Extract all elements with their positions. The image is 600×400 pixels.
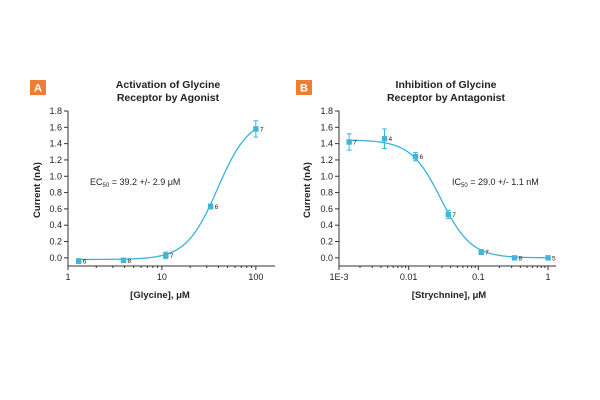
chart-a-title-line-2: Receptor by Agonist — [117, 92, 220, 104]
chart-a-data-point — [253, 126, 259, 132]
chart-b-y-tick-label: 0.6 — [320, 204, 333, 214]
chart-a-x-tick-label: 100 — [248, 272, 263, 282]
chart-b-n-label: 6 — [419, 154, 423, 161]
panel-b: B Inhibition of Glycine Receptor by Anta… — [296, 79, 556, 301]
chart-a-y-axis-title: Current (nA) — [32, 162, 43, 218]
chart-b-title-line-1: Inhibition of Glycine — [396, 79, 497, 91]
chart-b-x-tick-label: 0.1 — [472, 272, 485, 282]
chart-b-data-point — [478, 249, 484, 255]
chart-a-x-axis-title: [Glycine], μM — [130, 290, 190, 301]
chart-b-n-label: 7 — [452, 212, 456, 219]
panel-a-label: A — [34, 83, 42, 95]
chart-a-data-point — [76, 258, 82, 264]
chart-b-data-point — [381, 136, 388, 142]
chart-b-y-axis-title: Current (nA) — [302, 162, 313, 218]
chart-b-x-tick-label: 1 — [546, 272, 551, 282]
chart-a-y-tick-label: 0.4 — [49, 220, 62, 230]
chart-a-y-tick-label: 1.4 — [49, 139, 62, 149]
chart-a-n-label: 6 — [83, 259, 87, 266]
chart-a-data-point — [120, 257, 127, 263]
chart-a-y-tick-label: 0.8 — [49, 188, 62, 198]
chart-b-y-tick-label: 1.0 — [320, 171, 333, 181]
panel-b-label: B — [300, 83, 308, 95]
chart-a-n-label: 6 — [215, 204, 219, 211]
chart-a-data-point — [163, 252, 169, 259]
chart-b-title-line-2: Receptor by Antagonist — [387, 92, 506, 104]
chart-a-ec50-annotation: EC50 = 39.2 +/- 2.9 μM — [90, 177, 180, 189]
chart-b-x-axis-title: [Strychnine], μM — [412, 290, 487, 301]
chart-b-n-label: 7 — [485, 250, 489, 257]
chart-b-y-tick-label: 0.0 — [320, 253, 333, 263]
chart-b-data-point — [346, 139, 352, 145]
chart-a-y-tick-label: 0.6 — [49, 204, 62, 214]
chart-a-y-tick-label: 0.2 — [49, 237, 62, 247]
chart-a-data-point — [207, 203, 214, 210]
chart-b-y-tick-label: 0.8 — [320, 188, 333, 198]
chart-b-data-point — [445, 211, 451, 218]
chart-b-fit-curve — [349, 139, 549, 259]
panel-a-label-box — [30, 80, 46, 95]
chart-a-x-tick-label: 1 — [65, 272, 70, 282]
chart-a-x-tick-label: 10 — [157, 272, 167, 282]
chart-b-n-label: 7 — [353, 140, 357, 147]
chart-b-y-tick-label: 1.2 — [320, 155, 333, 165]
chart-b-y-tick-label: 1.4 — [320, 139, 333, 149]
chart-a-y-tick-label: 1.0 — [49, 171, 62, 181]
chart-b-n-label: 4 — [389, 136, 393, 143]
chart-b-data-point — [545, 255, 551, 261]
chart-a-n-label: 8 — [128, 258, 132, 265]
chart-a-y-tick-label: 1.8 — [49, 106, 62, 116]
chart-b-y-tick-label: 1.6 — [320, 122, 333, 132]
chart-b-y-tick-label: 1.8 — [320, 106, 333, 116]
chart-a-y-tick-label: 0.0 — [49, 253, 62, 263]
chart-a-y-tick-label: 1.6 — [49, 122, 62, 132]
chart-a-fit-curve — [78, 128, 257, 261]
chart-b-x-tick-label: 0.01 — [400, 272, 418, 282]
chart-a-y-tick-label: 1.2 — [49, 155, 62, 165]
panel-a: A Activation of Glycine Receptor by Agon… — [30, 79, 275, 301]
chart-b-x-tick-label: 1E-3 — [329, 272, 348, 282]
chart-a-title-line-1: Activation of Glycine — [116, 79, 221, 91]
panel-b-label-box — [296, 80, 312, 95]
chart-b-n-label: 8 — [519, 255, 523, 262]
chart-b-data-point — [511, 255, 518, 261]
chart-b-n-label: 5 — [552, 255, 556, 262]
chart-a-n-label: 7 — [260, 126, 264, 133]
chart-b-data-point — [412, 153, 419, 160]
chart-b-ic50-annotation: IC50 = 29.0 +/- 1.1 nM — [452, 177, 539, 189]
chart-b-y-tick-label: 0.4 — [320, 220, 333, 230]
chart-a-n-label: 7 — [170, 253, 174, 260]
chart-b-y-tick-label: 0.2 — [320, 237, 333, 247]
